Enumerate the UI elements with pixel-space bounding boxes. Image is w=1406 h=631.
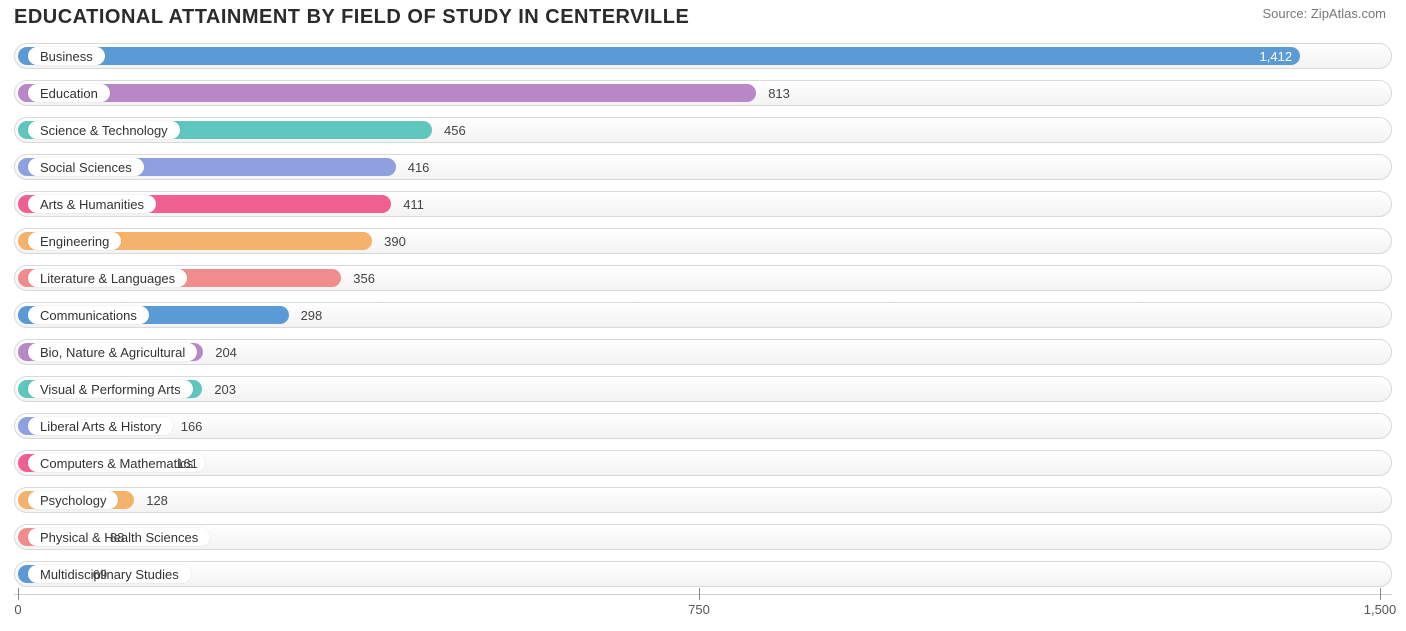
bar-track: [14, 524, 1392, 550]
bar-track: [14, 487, 1392, 513]
x-tick-label: 0: [14, 602, 21, 617]
bar-row: Bio, Nature & Agricultural 204: [14, 335, 1392, 369]
bar-value: 128: [146, 491, 168, 509]
bar-row: Computers & Mathematics161: [14, 446, 1392, 480]
chart-area: Business 1,412 Education 813 Science & Techn…: [0, 39, 1406, 626]
bar-value: 161: [176, 454, 198, 472]
bar-value: 166: [181, 417, 203, 435]
bar-value: 204: [215, 343, 237, 361]
bar-label: Liberal Arts & History: [28, 417, 173, 435]
x-tick-label: 750: [688, 602, 710, 617]
bar-value: 416: [408, 158, 430, 176]
bar-value: 203: [214, 380, 236, 398]
bar-row: Physical & Health Sciences88: [14, 520, 1392, 554]
bar-value: 411: [403, 195, 424, 213]
bar-value: 1,412: [1260, 47, 1293, 65]
bar-label: Engineering: [28, 232, 121, 250]
bar-row: Education 813: [14, 76, 1392, 110]
x-axis: 07501,500: [14, 594, 1392, 626]
x-tick: [1380, 588, 1381, 600]
bar-label: Communications: [28, 306, 149, 324]
bar-label: Arts & Humanities: [28, 195, 156, 213]
x-tick-label: 1,500: [1364, 602, 1397, 617]
x-tick: [18, 588, 19, 600]
bar-row: Arts & Humanities 411: [14, 187, 1392, 221]
chart-source: Source: ZipAtlas.com: [1262, 6, 1386, 21]
bar-label: Visual & Performing Arts: [28, 380, 193, 398]
x-axis-line: [14, 594, 1392, 595]
bar-label: Science & Technology: [28, 121, 180, 139]
bar-row: Communications 298: [14, 298, 1392, 332]
bar-label: Social Sciences: [28, 158, 144, 176]
bar-row: Social Sciences 416: [14, 150, 1392, 184]
bar-track: [14, 561, 1392, 587]
bar: [18, 84, 756, 102]
bar-row: Science & Technology 456: [14, 113, 1392, 147]
bar-row: Business 1,412: [14, 39, 1392, 73]
bar-value: 356: [353, 269, 375, 287]
bar-row: Multidisciplinary Studies69: [14, 557, 1392, 591]
bar-value: 88: [110, 528, 124, 546]
bar-value: 456: [444, 121, 466, 139]
bar-value: 813: [768, 84, 790, 102]
bar-value: 390: [384, 232, 406, 250]
chart-title: EDUCATIONAL ATTAINMENT BY FIELD OF STUDY…: [14, 6, 689, 29]
bar-row: Liberal Arts & History 166: [14, 409, 1392, 443]
bar-row: Visual & Performing Arts 203: [14, 372, 1392, 406]
bar-row: Engineering 390: [14, 224, 1392, 258]
bar-label: Education: [28, 84, 110, 102]
bar-row: Psychology 128: [14, 483, 1392, 517]
x-tick: [699, 588, 700, 600]
bar-value: 69: [93, 565, 107, 583]
bar-label: Bio, Nature & Agricultural: [28, 343, 197, 361]
bar-label: Multidisciplinary Studies: [28, 565, 191, 583]
bar-track: [14, 450, 1392, 476]
chart-header: EDUCATIONAL ATTAINMENT BY FIELD OF STUDY…: [0, 0, 1406, 39]
bar-value: 298: [301, 306, 323, 324]
chart-rows: Business 1,412 Education 813 Science & Techn…: [14, 39, 1392, 591]
bar-label: Literature & Languages: [28, 269, 187, 287]
bar: [18, 47, 1300, 65]
bar-label: Psychology: [28, 491, 118, 509]
bar-row: Literature & Languages 356: [14, 261, 1392, 295]
bar-label: Business: [28, 47, 105, 65]
bar-track: [14, 413, 1392, 439]
